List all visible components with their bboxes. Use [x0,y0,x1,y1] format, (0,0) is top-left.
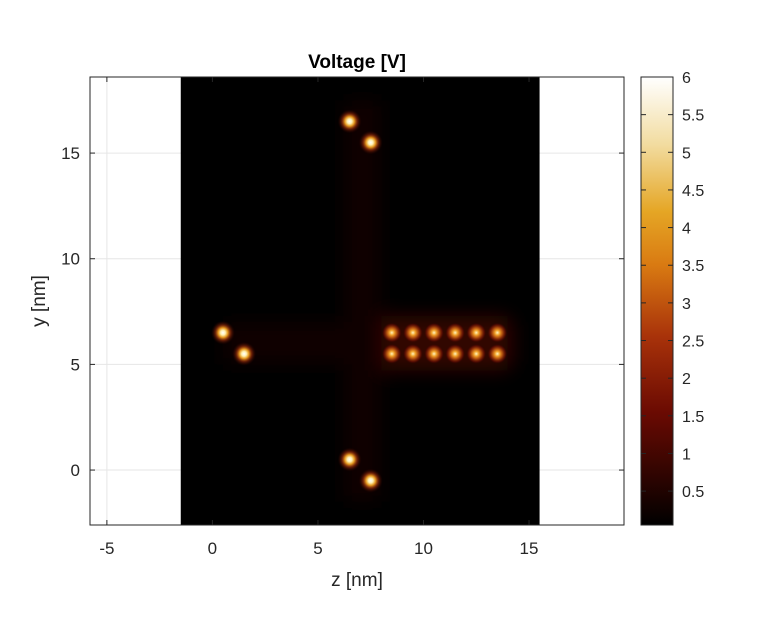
hot-spot [466,343,487,364]
x-tick-label: -5 [99,539,114,558]
voltage-map [180,77,540,525]
hot-spot [232,341,257,366]
x-tick-label: 15 [520,539,539,558]
x-tick-label: 5 [313,539,322,558]
colorbar-tick-label: 0.5 [682,484,704,501]
hot-spot [445,343,466,364]
y-tick-label: 15 [61,144,80,163]
y-axis-label: y [nm] [29,275,50,327]
hot-spot [466,322,487,343]
heatmap-content [210,100,519,502]
conduction-glow [222,100,519,502]
colorbar-tick-label: 1.5 [682,409,704,426]
hot-spot [381,322,402,343]
colorbar-tick-label: 3.5 [682,258,704,275]
colorbar-ticks: 0.5 1 1.5 2 2.5 3 3.5 4 4.5 5 5.5 6 [641,70,704,501]
hot-spot [381,343,402,364]
hot-spot [210,320,235,345]
hot-spot [445,322,466,343]
y-tick-label: 10 [61,250,80,269]
hot-spot [487,322,508,343]
hot-spot [402,343,423,364]
hot-spot [424,322,445,343]
colorbar-tick-label: 4.5 [682,183,704,200]
colorbar-tick-label: 4 [682,221,691,238]
vertical-path [343,100,382,502]
colorbar-gradient [640,76,674,526]
colorbar [640,76,674,526]
hot-spot [487,343,508,364]
hot-spot [402,322,423,343]
colorbar-tick-label: 5 [682,145,691,162]
chart-title: Voltage [V] [308,52,406,73]
axes-box [89,76,625,526]
y-tick-label: 0 [71,461,80,480]
hot-spot [424,343,445,364]
colorbar-tick-label: 6 [682,70,691,87]
colorbar-tick-label: 3 [682,296,691,313]
colorbar-tick-label: 5.5 [682,108,704,125]
x-tick-label: 0 [208,539,217,558]
x-axis-label: z [nm] [331,570,383,591]
colorbar-tick-label: 2.5 [682,334,704,351]
x-tick-label: 10 [414,539,433,558]
plot-axes [89,76,625,526]
hot-spot [337,447,362,472]
colorbar-tick-label: 1 [682,446,691,463]
colorbar-tick-label: 2 [682,371,691,388]
dot-array-glow [381,315,508,371]
tick-labels: -5 0 5 10 15 0 5 10 15 [61,144,538,558]
hot-spot [358,130,383,155]
y-tick-label: 5 [71,355,80,374]
hot-spot [337,109,362,134]
hot-spot [358,468,383,493]
